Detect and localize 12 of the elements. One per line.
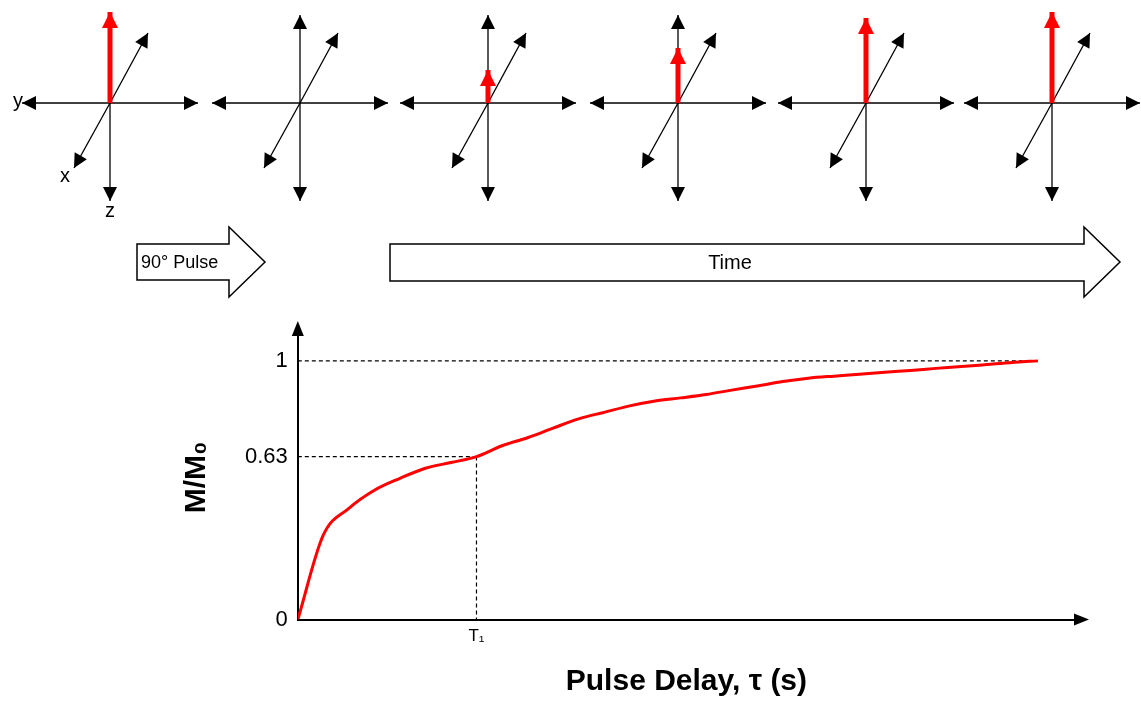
y-tick-label: 0.63 xyxy=(244,442,288,468)
text: Time xyxy=(708,250,752,274)
text: 90° Pulse xyxy=(141,251,219,273)
y-tick-label: 0 xyxy=(275,605,288,631)
y-axis-title: M/M₀ xyxy=(178,441,212,514)
text: y xyxy=(13,88,23,112)
text: x xyxy=(60,163,70,187)
x-axis-title: Pulse Delay, τ (s) xyxy=(565,663,808,697)
text: z xyxy=(105,198,115,222)
line-series xyxy=(297,359,1040,620)
y-tick-label: 1 xyxy=(275,346,288,372)
annotation: T₁ xyxy=(468,625,485,645)
